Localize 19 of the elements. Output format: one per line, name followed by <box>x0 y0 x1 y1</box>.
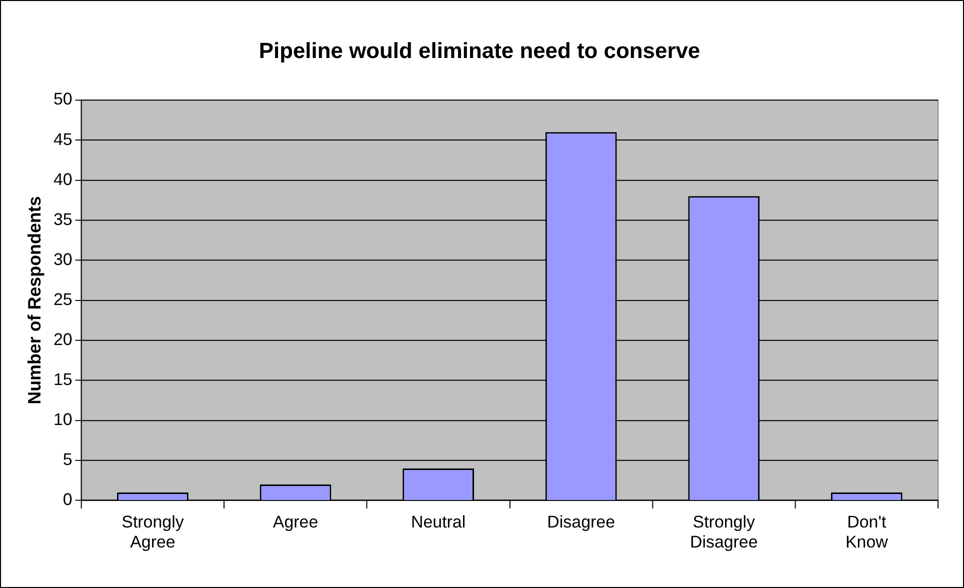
y-tick-label: 40 <box>54 170 72 189</box>
x-tick-label: Don't Know <box>845 512 889 552</box>
y-tick-label: 50 <box>54 90 72 109</box>
y-tick-label: 35 <box>54 210 72 229</box>
y-tick-label: 20 <box>54 330 72 349</box>
x-tick-label: Disagree <box>547 512 616 532</box>
x-tick-label: Agree <box>272 512 318 532</box>
y-tick-label: 45 <box>54 130 72 149</box>
chart-title: Pipeline would eliminate need to conserve <box>258 38 700 64</box>
y-tick-label: 10 <box>54 410 72 430</box>
x-tick-label: Strongly Disagree <box>690 512 758 552</box>
x-tick-label: Strongly Agree <box>122 512 184 552</box>
y-tick-label: 0 <box>62 490 72 510</box>
y-tick-label: 30 <box>54 250 72 269</box>
y-axis-title: Number of Respondents <box>24 196 45 404</box>
y-tick-label: 5 <box>62 450 72 470</box>
x-tick-label: Neutral <box>410 512 466 532</box>
y-tick-label: 15 <box>54 370 72 390</box>
y-tick-label: 25 <box>54 290 72 309</box>
